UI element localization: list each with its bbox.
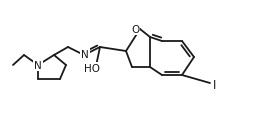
Text: N: N (34, 60, 42, 70)
Text: N: N (81, 50, 89, 59)
Text: I: I (213, 79, 217, 92)
Text: HO: HO (84, 63, 100, 73)
Text: O: O (131, 25, 139, 35)
